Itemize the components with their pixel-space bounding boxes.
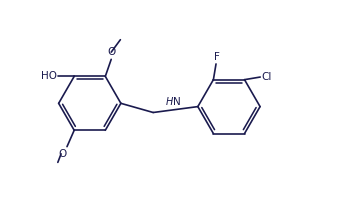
Text: F: F xyxy=(214,52,220,62)
Text: Cl: Cl xyxy=(261,72,272,82)
Text: H: H xyxy=(166,97,173,107)
Text: O: O xyxy=(58,149,66,159)
Text: HO: HO xyxy=(40,71,56,81)
Text: N: N xyxy=(173,97,181,107)
Text: O: O xyxy=(107,47,115,57)
